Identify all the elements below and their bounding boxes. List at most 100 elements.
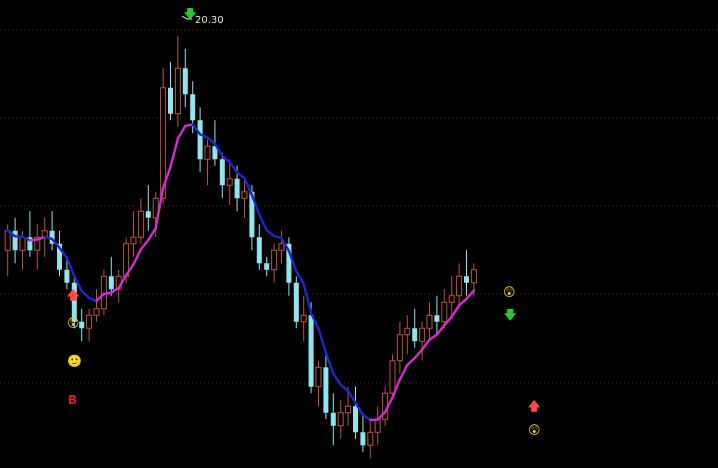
candles[interactable]	[4, 35, 477, 459]
ma-segment	[206, 136, 217, 146]
ma-segment	[302, 282, 313, 315]
candle-down[interactable]	[182, 68, 188, 95]
ma-segment	[169, 137, 180, 169]
ma-segment	[139, 239, 150, 251]
ma-segment	[65, 256, 76, 278]
ma-segment	[413, 348, 424, 360]
ma-segment	[250, 193, 261, 216]
candle-up[interactable]	[204, 145, 211, 160]
candle-up[interactable]	[448, 295, 455, 303]
candle-up[interactable]	[160, 87, 167, 199]
candle-up[interactable]	[315, 366, 322, 388]
candle-up[interactable]	[374, 418, 381, 433]
candle-down[interactable]	[293, 282, 299, 322]
candle-down[interactable]	[353, 406, 358, 433]
candle-up[interactable]	[300, 314, 307, 323]
candle-down[interactable]	[412, 328, 418, 342]
candle-down[interactable]	[434, 315, 440, 322]
surprised-face-icon: 😲	[503, 285, 516, 299]
candle-down[interactable]	[145, 211, 151, 218]
candle-up[interactable]	[337, 412, 344, 427]
buy-arrow-icon: 🡅	[67, 288, 80, 302]
ma-segment	[132, 248, 143, 266]
candle-down[interactable]	[323, 367, 329, 413]
ma-segment	[339, 383, 350, 393]
candle-down[interactable]	[190, 94, 196, 121]
candle-up[interactable]	[367, 431, 374, 446]
gridlines	[0, 29, 718, 384]
candle-down[interactable]	[27, 237, 33, 251]
candle-down[interactable]	[71, 282, 77, 322]
ma-segment	[435, 324, 446, 336]
candle-up[interactable]	[470, 269, 477, 284]
candle-up[interactable]	[226, 178, 233, 186]
ma-segment	[36, 235, 46, 241]
candle-down[interactable]	[168, 87, 173, 114]
candle-down[interactable]	[219, 159, 225, 186]
candle-down[interactable]	[330, 412, 336, 426]
candle-down[interactable]	[308, 315, 314, 387]
candle-up[interactable]	[419, 327, 426, 342]
candle-up[interactable]	[130, 236, 137, 245]
ma-segment	[383, 396, 394, 414]
ma-segment	[50, 237, 61, 249]
candle-up[interactable]	[404, 327, 411, 336]
candle-down[interactable]	[264, 263, 270, 270]
candle-up[interactable]	[426, 314, 433, 329]
candle-up[interactable]	[396, 334, 403, 362]
buy-arrow-icon: 🡅	[528, 399, 541, 413]
candle-down[interactable]	[79, 321, 85, 329]
candle-up[interactable]	[278, 243, 285, 251]
ma-segment	[184, 123, 194, 128]
candle-down[interactable]	[256, 237, 262, 264]
candle-down[interactable]	[12, 230, 18, 251]
candle-down[interactable]	[360, 432, 366, 446]
ma-segment	[420, 338, 431, 351]
ma-segment	[176, 124, 187, 140]
ma-segment	[80, 289, 91, 300]
ma-segment	[213, 142, 224, 157]
candle-up[interactable]	[456, 275, 463, 297]
peak-pointer	[181, 15, 192, 20]
candle-up[interactable]	[4, 230, 11, 251]
candle-up[interactable]	[34, 236, 41, 251]
candle-down[interactable]	[249, 191, 255, 238]
surprised-face-icon: 😲	[528, 423, 541, 437]
moving-average-line	[6, 123, 476, 422]
candle-down[interactable]	[464, 276, 469, 283]
candle-up[interactable]	[93, 308, 100, 316]
candle-down[interactable]	[49, 230, 55, 244]
ma-segment	[354, 401, 365, 417]
candle-up[interactable]	[19, 236, 26, 251]
ma-segment	[147, 227, 157, 242]
ma-segment	[324, 351, 335, 375]
ma-segment	[457, 297, 468, 307]
candle-up[interactable]	[271, 249, 278, 271]
candle-up[interactable]	[441, 301, 448, 323]
ma-segment	[6, 229, 17, 238]
ma-segment	[272, 234, 283, 240]
candle-up[interactable]	[389, 360, 396, 394]
candle-up[interactable]	[137, 210, 144, 238]
ma-segment	[398, 363, 409, 381]
candle-up[interactable]	[86, 314, 93, 329]
candle-down[interactable]	[212, 146, 218, 160]
ma-segment	[191, 123, 202, 136]
ma-segment	[87, 296, 98, 303]
ma-segment	[450, 304, 461, 319]
candle-up[interactable]	[174, 67, 181, 115]
candle-down[interactable]	[286, 243, 292, 283]
ma-segment	[309, 311, 320, 330]
smiling-face-icon: 🙂	[67, 354, 82, 368]
candle-up[interactable]	[241, 191, 248, 199]
candle-up[interactable]	[152, 197, 159, 219]
ma-segment	[228, 161, 239, 174]
candle-down[interactable]	[234, 178, 240, 199]
candle-down[interactable]	[64, 269, 70, 283]
candle-down[interactable]	[108, 276, 114, 290]
candle-down[interactable]	[57, 243, 62, 270]
ma-segment	[361, 413, 372, 422]
candle-up[interactable]	[345, 405, 352, 414]
candle-down[interactable]	[197, 120, 203, 160]
